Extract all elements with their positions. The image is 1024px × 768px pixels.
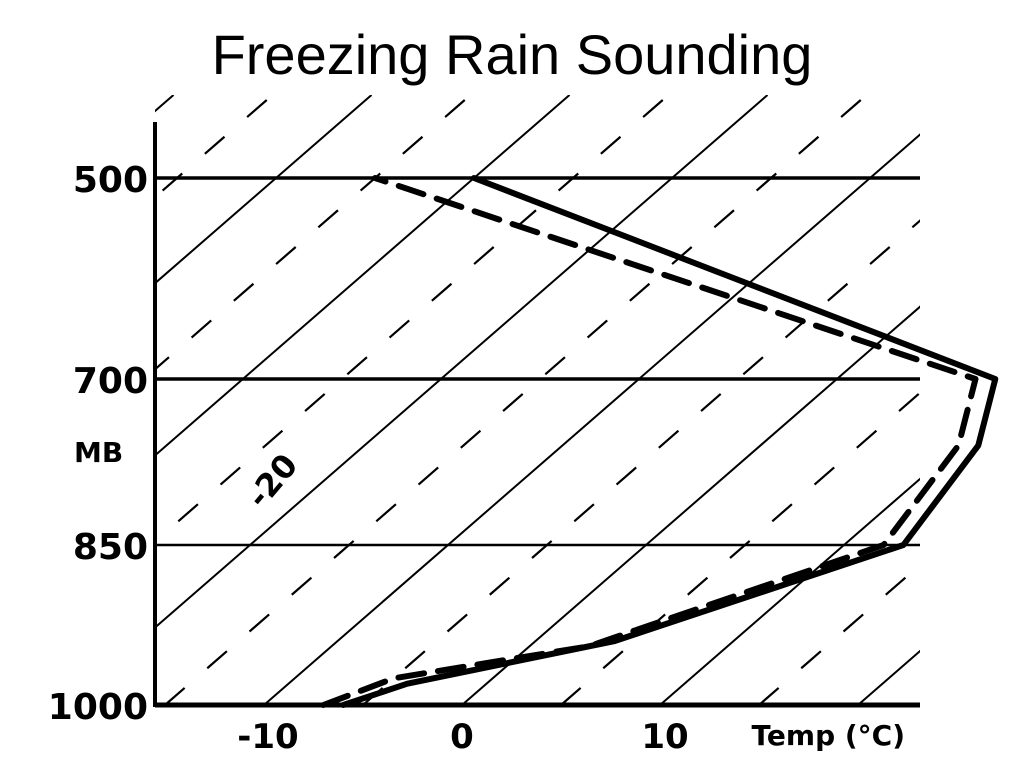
- dashed-guide-line: [362, 219, 920, 706]
- isotherm-line: [155, 95, 571, 457]
- dashed-guide-line: [560, 391, 920, 706]
- y-tick-label: 1000: [48, 687, 148, 728]
- chart-title: Freezing Rain Sounding: [211, 23, 813, 86]
- isotherm-line: [857, 649, 920, 706]
- x-axis-title: Temp (°C): [752, 719, 905, 752]
- isotherm-line: [461, 305, 920, 706]
- isotherm-line: [155, 95, 769, 629]
- isotherm-line: [659, 477, 920, 706]
- isotherm-line: [155, 95, 373, 285]
- y-tick-label: 500: [73, 160, 148, 201]
- dashed-guide-line: [758, 563, 920, 706]
- x-tick-label: 10: [641, 717, 688, 757]
- dashed-guide-line: [155, 95, 670, 543]
- y-tick-label: 850: [73, 527, 148, 568]
- dewpoint-profile: [320, 175, 979, 708]
- dashed-guide-line: [164, 95, 868, 706]
- temperature-profile: [340, 175, 999, 708]
- dashed-guide-line: [0, 95, 75, 705]
- x-tick-label: -10: [237, 717, 298, 757]
- x-tick-label: 0: [450, 717, 474, 757]
- y-axis-title: MB: [74, 436, 123, 469]
- y-tick-label: 700: [73, 361, 148, 402]
- isotherm-line: [263, 133, 920, 706]
